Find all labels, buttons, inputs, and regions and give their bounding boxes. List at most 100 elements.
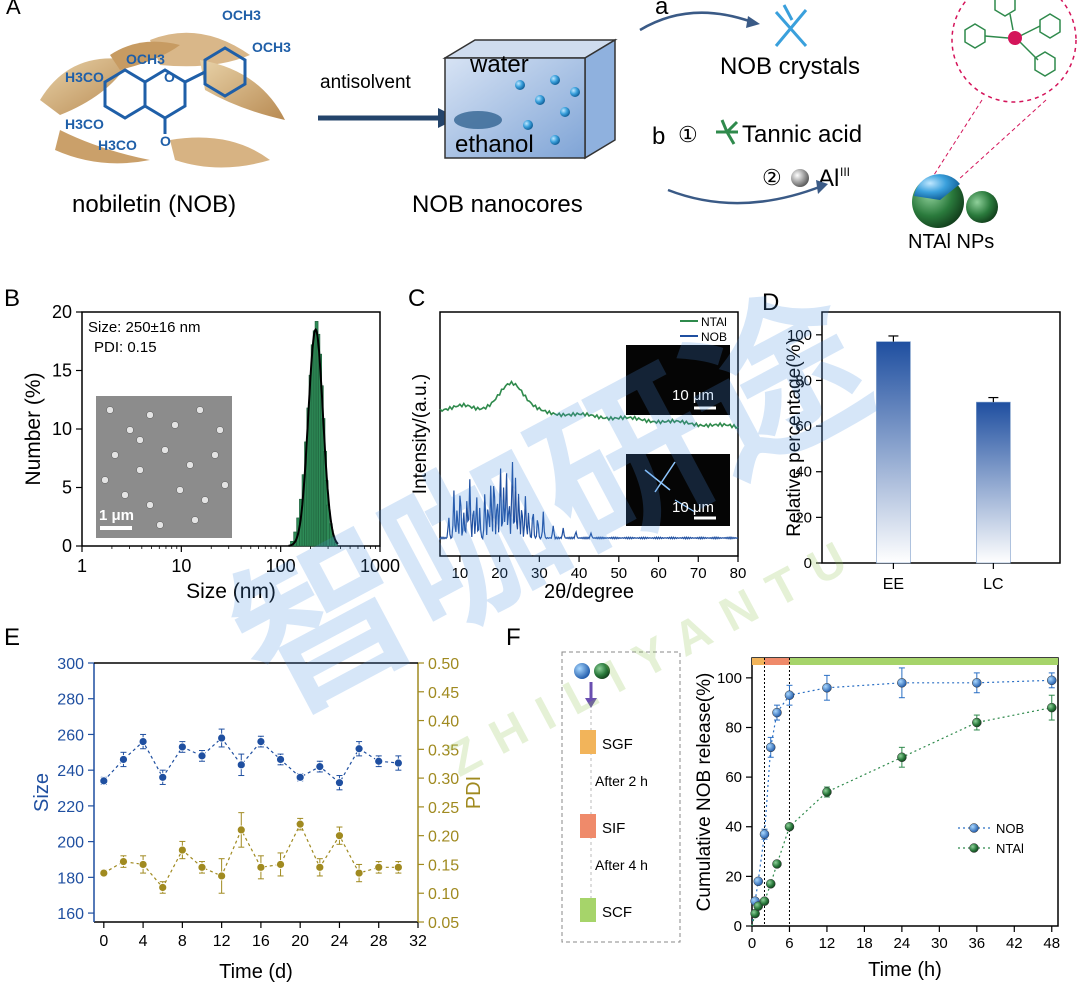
y2-tick-label: 0.45 [428,685,459,702]
phase-band-scf [789,658,1058,665]
plot-frame [439,311,739,557]
x-tick-label: 10 [171,556,191,576]
x-tick-label: 50 [610,565,627,582]
sem-particle [156,521,164,529]
crystal-needle [644,469,671,491]
data-point [315,862,325,872]
data-point [759,829,770,839]
x-tick-label: 20 [291,933,309,950]
x-tick-label: EE [883,576,904,593]
aluminum-ion-icon [791,169,809,187]
bar [876,341,911,564]
sem-particle [176,486,184,494]
y-tick-label: 0 [734,918,742,935]
data-point [335,778,344,788]
data-point [158,772,168,782]
phase-band-sif [764,658,790,665]
y-tick-label: 20 [795,509,812,526]
panel-f: F 0 6 12 18 24 30 36 42 48 0 20 40 60 80 100 Time (h) Cu… [506,624,1060,981]
orange-peel-image [40,32,285,168]
data-point [276,755,285,764]
data-point [119,857,128,866]
ring-oxygen-label: O [164,69,175,85]
sif-label: SIF [602,820,625,837]
data-point [119,755,128,764]
water-label: water [469,51,529,78]
sem-particle [111,451,119,459]
sif-swatch [580,814,596,838]
y-tick-label: 60 [795,418,812,435]
sem-particle [146,501,154,509]
x-tick-label: 28 [370,933,388,950]
scale-bar-label: 1 μm [99,507,134,524]
y-tick-label: 100 [717,670,742,687]
substituent-label: H3CO [98,137,137,153]
x-tick-label: 42 [1006,935,1023,952]
sem-particle [171,421,179,429]
data-point [197,751,207,761]
data-point [753,901,763,911]
y-tick-label: 20 [52,302,72,322]
fit-curve [288,327,339,547]
sem-particle [136,436,144,444]
data-point [276,860,285,869]
data-point [784,821,795,832]
sem-particle [216,426,224,434]
y-tick-label: 100 [787,327,812,344]
data-point [177,845,187,855]
x-tick-label: 4 [139,933,148,950]
x-tick-label: 8 [178,933,187,950]
step2-number: ② [762,165,782,190]
sem-particle [106,406,114,414]
data-point [99,868,109,878]
legend-marker [969,823,979,833]
data-point [197,862,207,872]
series-line [103,737,399,784]
microscopy-inset-ntal [626,345,730,415]
y2-tick-label: 0.15 [428,857,459,874]
y-axis-label: Size [31,773,53,812]
x-tick-label: 100 [266,556,296,576]
ntal-caption: NTAl NPs [908,231,994,253]
scale-bar-label: 10 μm [672,499,714,516]
y-tick-label: 220 [57,799,84,816]
sem-particle [146,411,154,419]
data-point [822,787,832,797]
data-point [784,690,795,700]
y2-tick-label: 0.10 [428,886,459,903]
data-point [765,742,776,753]
data-point [236,825,246,835]
y-tick-label: 180 [57,870,84,887]
scf-swatch [580,898,596,922]
ethanol-label: ethanol [455,131,534,158]
y-axis-label: Cumulative NOB release(%) [694,673,715,912]
x-tick-label: 40 [571,565,588,582]
nob-xrd-curve [439,461,739,541]
nob-sphere-icon [574,663,590,679]
sem-inset [96,396,232,538]
x-tick-label: 60 [650,565,667,582]
x-tick-label: 1000 [360,556,400,576]
sem-particle [126,426,134,434]
sem-particle [121,491,129,499]
x-tick-label: 6 [785,935,793,952]
panel-e: E 0 4 8 12 16 20 24 28 32 160 180 200 220 240 260 280 30… [4,624,485,983]
substituent-label: OCH3 [252,39,291,55]
data-point [138,737,148,746]
y2-tick-label: 0.05 [428,915,459,932]
pdi-annotation: PDI: 0.15 [94,339,157,356]
x-tick-label: 80 [730,565,747,582]
y-tick-label: 40 [795,464,812,481]
ntal-xrd-curve [439,380,739,430]
substituent-label: H3CO [65,69,104,85]
y-tick-label: 0 [62,536,72,556]
data-point [335,831,344,841]
y-tick-label: 5 [62,478,72,498]
data-point [972,678,982,688]
data-point [759,896,770,906]
data-point [393,862,403,872]
data-point [295,819,305,829]
y2-tick-label: 0.40 [428,714,459,731]
data-point [393,758,403,768]
